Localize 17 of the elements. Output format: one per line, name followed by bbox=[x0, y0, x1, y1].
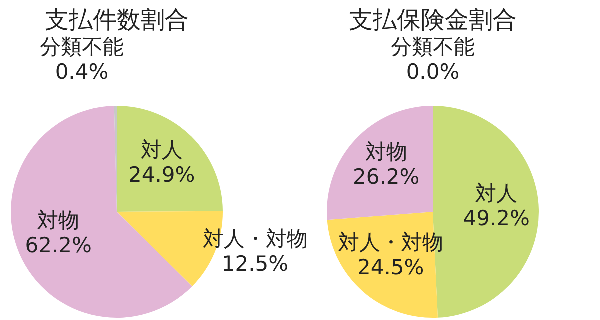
slice-label: 分類不能 bbox=[40, 35, 124, 59]
chart-title: 支払保険金割合 bbox=[349, 6, 517, 34]
slice-label: 対人 bbox=[476, 182, 518, 206]
data-label: 49.2% bbox=[463, 206, 530, 230]
category-label: 分類不能 bbox=[391, 35, 475, 59]
data-label: 62.2% bbox=[25, 233, 92, 258]
data-label: 26.2% bbox=[352, 164, 420, 189]
slice-label: 対人 bbox=[140, 138, 183, 162]
data-label: 0.4% bbox=[55, 60, 109, 84]
data-label: 24.5% bbox=[358, 256, 424, 280]
chart-title: 支払件数割合 bbox=[45, 6, 189, 34]
data-label: 12.5% bbox=[222, 252, 289, 276]
slice-label: 対物 bbox=[365, 140, 408, 164]
slice-label: 対物 bbox=[38, 208, 80, 232]
slice-label: 対人・対物 bbox=[338, 230, 444, 255]
data-label: 24.9% bbox=[128, 162, 196, 187]
text: 0.0% bbox=[406, 60, 460, 84]
